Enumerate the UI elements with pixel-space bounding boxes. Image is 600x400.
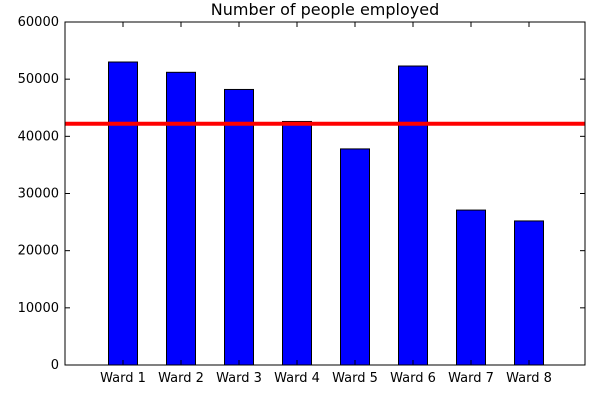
- bars: [108, 61, 544, 366]
- plot-frame: [64, 21, 586, 366]
- bar-5: [340, 148, 370, 366]
- x-tick-label: Ward 1: [100, 371, 146, 386]
- x-tick-label: Ward 3: [216, 371, 262, 386]
- bar-7: [456, 209, 486, 366]
- chart-title: Number of people employed: [211, 0, 439, 19]
- y-tick-label: 40000: [18, 129, 59, 144]
- bar-6: [398, 65, 428, 366]
- x-tick-label: Ward 2: [158, 371, 204, 386]
- x-tick-label: Ward 5: [332, 371, 378, 386]
- bar-3: [224, 88, 254, 366]
- x-tick-label: Ward 6: [390, 371, 436, 386]
- y-tick-label: 20000: [18, 244, 59, 259]
- x-tick-label: Ward 4: [274, 371, 320, 386]
- y-tick-label: 30000: [18, 187, 59, 202]
- bar-1: [108, 61, 138, 366]
- bar-4: [282, 120, 312, 366]
- y-tick-label: 60000: [18, 15, 59, 30]
- y-axis: 0 10000 20000 30000 40000 50000 60000: [18, 15, 585, 373]
- bar-8: [514, 220, 544, 366]
- y-tick-label: 0: [51, 358, 59, 373]
- x-tick-label: Ward 8: [506, 371, 552, 386]
- y-tick-label: 10000: [18, 301, 59, 316]
- x-tick-label: Ward 7: [448, 371, 494, 386]
- x-axis: Ward 1 Ward 2 Ward 3 Ward 4 Ward 5 Ward 6 Ward…: [100, 22, 552, 386]
- bar-2: [166, 71, 196, 366]
- y-tick-label: 50000: [18, 72, 59, 87]
